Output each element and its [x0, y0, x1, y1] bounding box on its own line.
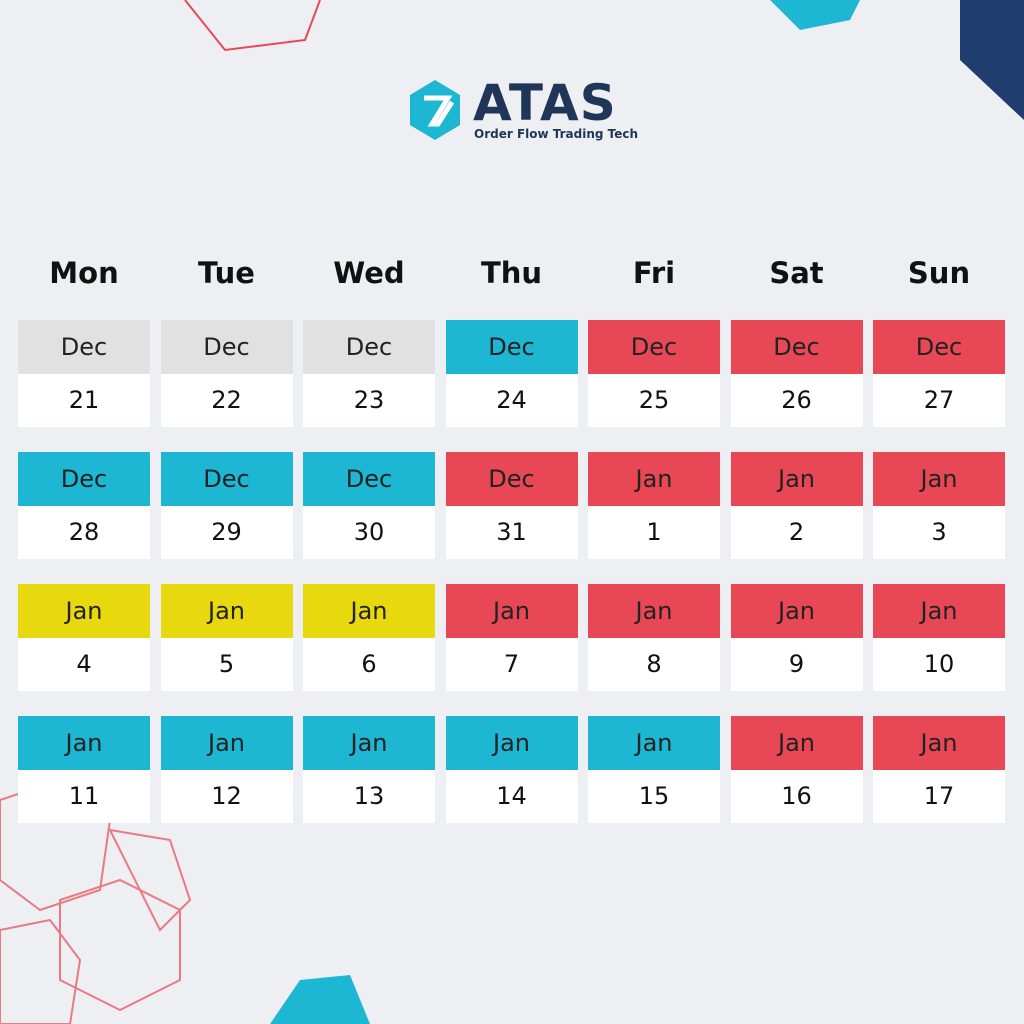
month-label: Jan [18, 584, 150, 638]
month-label: Dec [873, 320, 1005, 374]
day-number: 21 [18, 374, 150, 427]
month-label: Jan [730, 716, 863, 770]
corner-outline [184, 0, 321, 52]
month-label: Dec [160, 320, 293, 374]
day-number: 26 [730, 374, 863, 427]
day-number: 11 [18, 770, 150, 823]
day-number: 29 [160, 506, 293, 559]
day-number: 8 [588, 638, 720, 691]
month-label: Jan [588, 716, 720, 770]
month-label: Dec [18, 452, 150, 506]
month-label: Jan [18, 716, 150, 770]
month-label: Dec [730, 320, 863, 374]
month-label: Jan [588, 452, 720, 506]
day-number: 1 [588, 506, 720, 559]
corner-shape [270, 975, 370, 1024]
corner-shape [960, 0, 1024, 120]
month-label: Jan [873, 452, 1005, 506]
day-number: 16 [730, 770, 863, 823]
month-label: Dec [303, 320, 435, 374]
corner-shape [770, 0, 860, 30]
logo-icon [410, 80, 460, 140]
logo-name: ATAS [473, 74, 617, 132]
month-label: Jan [160, 584, 293, 638]
month-label: Dec [160, 452, 293, 506]
day-number: 3 [873, 506, 1005, 559]
day-number: 30 [303, 506, 435, 559]
weekday-label: Fri [632, 256, 676, 290]
month-label: Dec [588, 320, 720, 374]
month-label: Jan [730, 452, 863, 506]
month-label: Dec [445, 320, 578, 374]
day-number: 24 [445, 374, 578, 427]
weekday-label: Mon [49, 256, 119, 290]
day-number: 25 [588, 374, 720, 427]
logo-tagline: Order Flow Trading Tech [474, 127, 639, 141]
day-number: 14 [445, 770, 578, 823]
day-number: 10 [873, 638, 1005, 691]
month-label: Dec [303, 452, 435, 506]
day-number: 6 [303, 638, 435, 691]
day-number: 7 [445, 638, 578, 691]
logo-mark [424, 95, 455, 127]
weekday-label: Sat [769, 256, 824, 290]
month-label: Jan [445, 584, 578, 638]
month-label: Jan [445, 716, 578, 770]
month-label: Dec [18, 320, 150, 374]
weekday-label: Tue [198, 256, 255, 290]
day-number: 2 [730, 506, 863, 559]
month-label: Jan [588, 584, 720, 638]
weekday-label: Wed [333, 256, 405, 290]
month-label: Jan [873, 584, 1005, 638]
day-number: 17 [873, 770, 1005, 823]
day-number: 15 [588, 770, 720, 823]
month-label: Dec [445, 452, 578, 506]
month-label: Jan [160, 716, 293, 770]
day-number: 31 [445, 506, 578, 559]
month-label: Jan [730, 584, 863, 638]
weekday-label: Sun [907, 256, 971, 290]
day-number: 9 [730, 638, 863, 691]
day-number: 23 [303, 374, 435, 427]
day-number: 13 [303, 770, 435, 823]
day-number: 12 [160, 770, 293, 823]
month-label: Jan [303, 584, 435, 638]
month-label: Jan [303, 716, 435, 770]
day-number: 28 [18, 506, 150, 559]
day-number: 5 [160, 638, 293, 691]
day-number: 4 [18, 638, 150, 691]
weekday-label: Thu [480, 256, 543, 290]
month-label: Jan [873, 716, 1005, 770]
day-number: 27 [873, 374, 1005, 427]
day-number: 22 [160, 374, 293, 427]
